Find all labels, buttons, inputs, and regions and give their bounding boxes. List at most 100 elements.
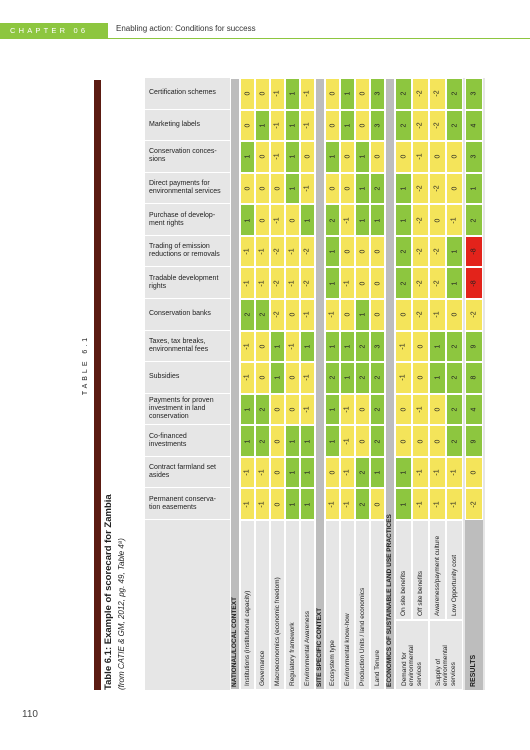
cell: 0 bbox=[270, 393, 285, 426]
cell-value: 1 bbox=[329, 344, 336, 349]
cell: 1 bbox=[446, 267, 463, 299]
cell-value: 0 bbox=[259, 91, 266, 96]
cell: 1 bbox=[355, 299, 370, 331]
cell-value: -2 bbox=[416, 185, 424, 192]
cell-value: -2 bbox=[273, 248, 281, 255]
cell-value: 0 bbox=[274, 407, 281, 412]
cell: 1 bbox=[240, 141, 255, 173]
cell-value: 1 bbox=[244, 407, 251, 412]
cell-value: 0 bbox=[289, 407, 296, 412]
instrument-label: Co-financed investments bbox=[145, 425, 230, 457]
cell-value: 0 bbox=[259, 218, 266, 223]
subgroup-label: Supply of environmental services bbox=[429, 620, 463, 690]
cell-value: 1 bbox=[289, 123, 296, 128]
cell-value: 0 bbox=[244, 91, 251, 96]
cell: -1 bbox=[255, 267, 270, 299]
cell-value: 0 bbox=[274, 502, 281, 507]
instrument-label: Direct payments for environmental servic… bbox=[145, 173, 230, 205]
cell: -2 bbox=[412, 204, 429, 236]
cell-value: 4 bbox=[470, 407, 478, 412]
cell-value: -1 bbox=[433, 469, 441, 476]
cell-value: 3 bbox=[374, 91, 381, 96]
cell-value: 1 bbox=[451, 249, 458, 254]
cell: 1 bbox=[355, 204, 370, 236]
cell-value: -1 bbox=[343, 280, 351, 287]
criterion-label: Ecosystem type bbox=[325, 520, 340, 690]
cell: 0 bbox=[446, 299, 463, 331]
cell: 1 bbox=[285, 141, 300, 173]
cell: 2 bbox=[370, 393, 385, 426]
cell-value: 9 bbox=[470, 344, 478, 349]
cell: -1 bbox=[240, 330, 255, 363]
cell-value: -1 bbox=[433, 501, 441, 508]
cell: 0 bbox=[255, 141, 270, 173]
cell: -1 bbox=[300, 393, 315, 426]
cell-value: -1 bbox=[243, 501, 251, 508]
cell: 0 bbox=[370, 235, 385, 268]
cell: -1 bbox=[429, 456, 446, 489]
cell: -2 bbox=[412, 78, 429, 110]
cell: 4 bbox=[465, 109, 483, 142]
cell: -1 bbox=[412, 456, 429, 489]
cell-value: 1 bbox=[329, 154, 336, 159]
cell-value: 2 bbox=[374, 407, 381, 412]
cell-value: -2 bbox=[273, 280, 281, 287]
cell-value: -1 bbox=[343, 216, 351, 224]
cell: 1 bbox=[270, 362, 285, 394]
cell: 1 bbox=[355, 141, 370, 173]
cell-value: 2 bbox=[451, 123, 458, 128]
cell-value: 0 bbox=[451, 186, 458, 191]
instrument-label: Certification schemes bbox=[145, 78, 230, 110]
instrument-label: Permanent conserva-tion easements bbox=[145, 488, 230, 520]
cell: -1 bbox=[300, 78, 315, 110]
cell: 0 bbox=[395, 393, 412, 426]
cell-value: 1 bbox=[374, 218, 381, 223]
cell-value: -1 bbox=[243, 343, 251, 350]
criterion-label: Macroeconomics (economic freedom) bbox=[270, 520, 285, 690]
cell: 0 bbox=[340, 235, 355, 268]
cell: -1 bbox=[325, 299, 340, 331]
cell-value: -1 bbox=[303, 406, 311, 413]
cell: 1 bbox=[340, 362, 355, 394]
cell-value: 1 bbox=[289, 470, 296, 475]
cell: -2 bbox=[429, 235, 446, 268]
cell-value: 2 bbox=[259, 439, 266, 444]
cell: -2 bbox=[429, 78, 446, 110]
cell: 0 bbox=[270, 425, 285, 457]
cell-value: 0 bbox=[374, 312, 381, 317]
cell: 0 bbox=[412, 362, 429, 394]
cell: -2 bbox=[429, 172, 446, 205]
cell-value: 1 bbox=[329, 281, 336, 286]
cell-value: 0 bbox=[374, 154, 381, 159]
cell: 1 bbox=[240, 204, 255, 236]
cell: 0 bbox=[340, 299, 355, 331]
cell-value: 1 bbox=[274, 375, 281, 380]
cell-value: 0 bbox=[359, 439, 366, 444]
cell-value: -1 bbox=[328, 501, 336, 508]
cell: 0 bbox=[270, 456, 285, 489]
cell: -1 bbox=[446, 456, 463, 489]
cell: 0 bbox=[355, 109, 370, 142]
cell: -1 bbox=[270, 78, 285, 110]
cell: -1 bbox=[446, 204, 463, 236]
cell: 0 bbox=[412, 425, 429, 457]
cell: 0 bbox=[285, 393, 300, 426]
cell-value: 1 bbox=[374, 470, 381, 475]
cell-value: 3 bbox=[374, 344, 381, 349]
cell-value: 1 bbox=[329, 439, 336, 444]
cell-value: -1 bbox=[450, 469, 458, 476]
cell: 0 bbox=[325, 109, 340, 142]
cell: -8 bbox=[465, 235, 483, 268]
cell: 0 bbox=[395, 299, 412, 331]
cell: 2 bbox=[446, 425, 463, 457]
cell: 2 bbox=[395, 78, 412, 110]
cell-value: -1 bbox=[243, 248, 251, 255]
cell: -1 bbox=[270, 141, 285, 173]
cell: 1 bbox=[300, 456, 315, 489]
cell-value: 1 bbox=[329, 249, 336, 254]
cell-value: -2 bbox=[433, 122, 441, 129]
cell: -1 bbox=[446, 488, 463, 520]
cell-value: 1 bbox=[359, 312, 366, 317]
cell: 0 bbox=[240, 172, 255, 205]
